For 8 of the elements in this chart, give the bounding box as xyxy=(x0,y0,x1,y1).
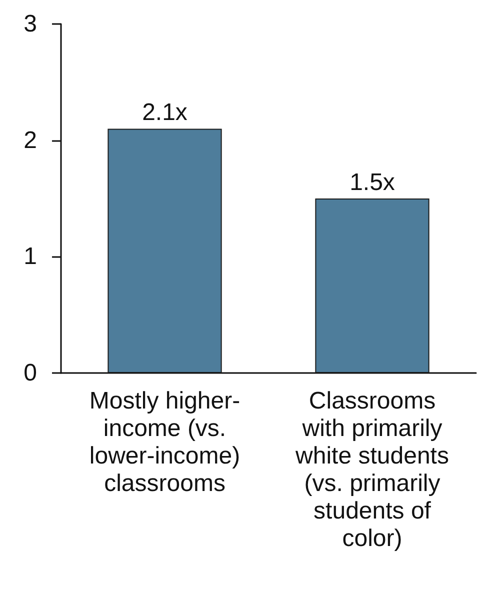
data-label: 2.1x xyxy=(142,99,188,126)
x-tick-label: Mostly higher-income (vs. lower-income) classrooms xyxy=(89,387,240,497)
y-tick-label: 2 xyxy=(24,126,37,154)
y-tick-label: 0 xyxy=(24,360,37,386)
y-tick-label: 1 xyxy=(24,243,37,270)
data-label: 1.5x xyxy=(350,169,395,196)
y-tick-label: 3 xyxy=(24,10,37,38)
x-tick-label: Classrooms with primarily white students (vs. primarily students of color) xyxy=(294,387,449,552)
